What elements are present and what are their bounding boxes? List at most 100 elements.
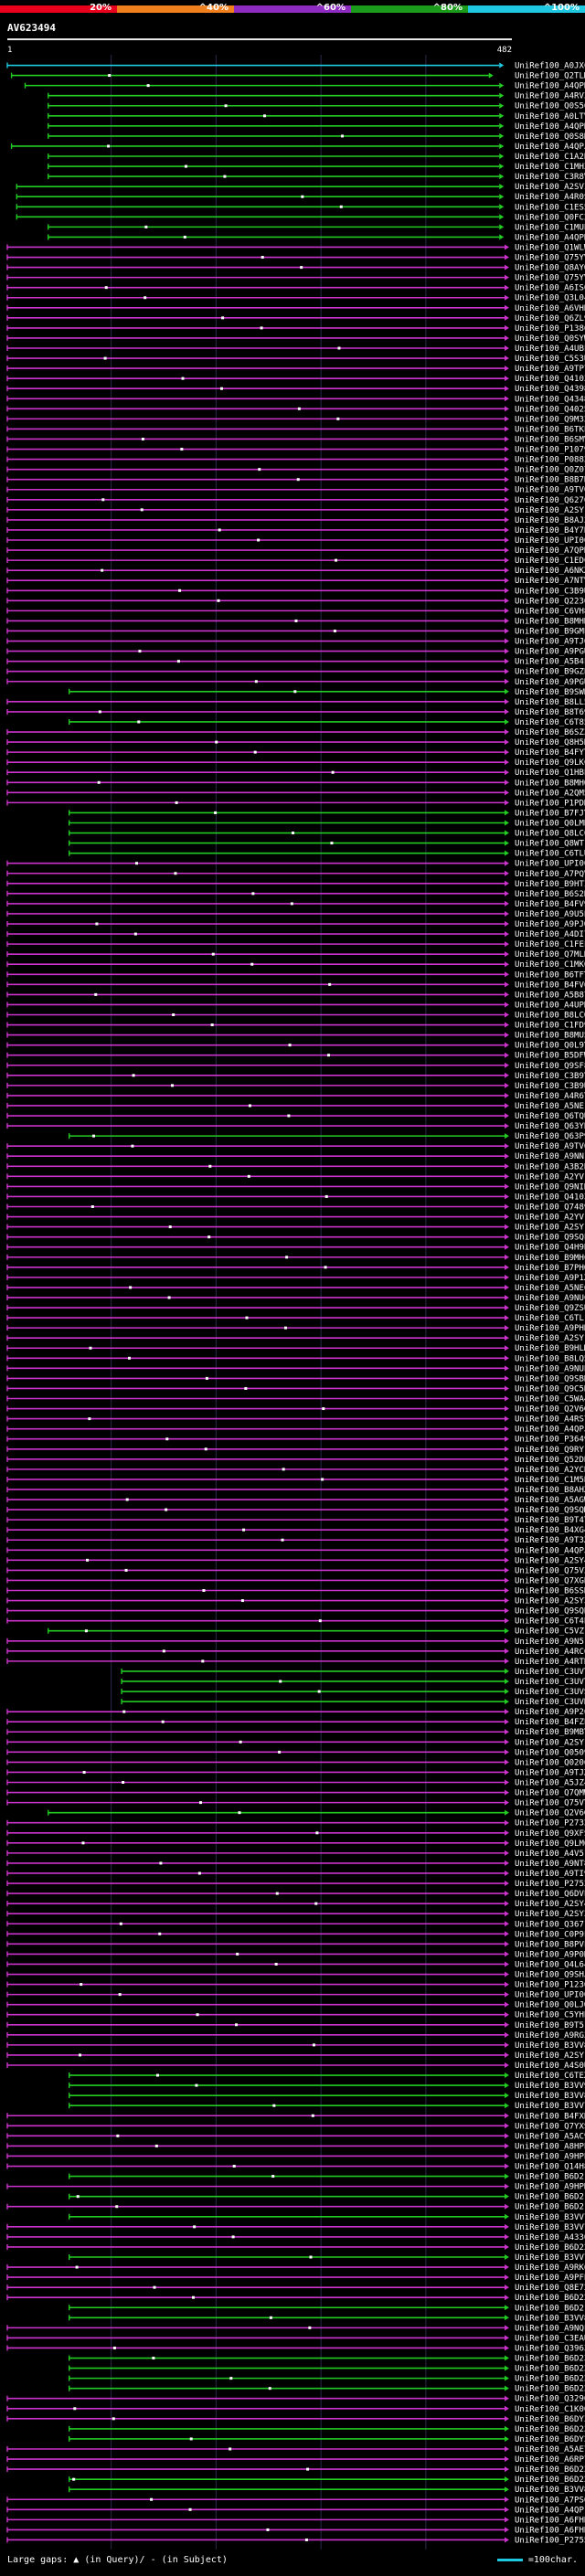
gap-marker	[339, 205, 343, 208]
gap-marker	[263, 114, 267, 118]
gap-marker	[178, 588, 182, 592]
hit-label: UniRef100_P27552	[515, 2536, 585, 2545]
hit-label: UniRef100_A5JZ49	[515, 1779, 585, 1788]
gap-marker	[72, 2477, 76, 2481]
hit-label: UniRef100_A4S0U5	[515, 2062, 585, 2071]
gap-marker	[205, 1376, 208, 1380]
hit-end-arrow	[504, 890, 509, 896]
hit-end-arrow	[504, 2486, 509, 2493]
hit-end-arrow	[504, 1012, 509, 1018]
hit-label: UniRef100_A4QPJ9	[515, 1546, 585, 1555]
hit-end-arrow	[504, 860, 509, 866]
hit-end-arrow	[504, 1234, 509, 1240]
hit-label: UniRef100_B6DY28	[515, 2435, 585, 2444]
hit-label: UniRef100_A7QPN1	[515, 546, 585, 556]
hit-label: UniRef100_A4QPK9	[515, 82, 585, 91]
hit-end-arrow	[504, 366, 509, 372]
hit-label: UniRef100_A5B4F0	[515, 658, 585, 667]
hit-label: UniRef100_Q0LJQ3	[515, 2001, 585, 2010]
hit-label: UniRef100_B8PVF9	[515, 1940, 585, 1949]
subject-gap-label: (in Subject)	[161, 2555, 228, 2565]
hit-label: UniRef100_B8MHH8	[515, 617, 585, 626]
hit-end-arrow	[504, 1305, 509, 1311]
gap-marker	[196, 2013, 199, 2017]
gap-marker	[269, 2316, 272, 2319]
gap-marker	[144, 225, 148, 228]
hit-label: UniRef100_A6FHB6	[515, 2516, 585, 2525]
query-ruler-bar	[7, 38, 512, 40]
hit-end-arrow	[504, 436, 509, 442]
hit-end-arrow	[504, 2295, 509, 2301]
gap-marker	[250, 962, 254, 966]
hit-label: UniRef100_Q4H9B1	[515, 1244, 585, 1253]
hit-end-arrow	[499, 194, 505, 200]
hit-label: UniRef100_A9TV02	[515, 1142, 585, 1151]
hit-end-arrow	[504, 1486, 509, 1492]
gap-marker	[287, 1114, 291, 1118]
hit-end-arrow	[504, 1193, 509, 1200]
hit-label: UniRef100_A5AGW8	[515, 1496, 585, 1505]
gap-marker	[115, 2205, 119, 2209]
hit-label: UniRef100_A4UBF4	[515, 345, 585, 354]
hit-label: UniRef100_P10798	[515, 446, 585, 455]
scale-legend-line-icon	[496, 2558, 523, 2561]
hit-end-arrow	[504, 910, 509, 917]
gap-marker	[258, 468, 261, 472]
hit-label: UniRef100_B4FZL4	[515, 1718, 585, 1727]
hit-label: UniRef100_A43302	[515, 2233, 585, 2242]
hit-label: UniRef100_B5DFW4	[515, 1052, 585, 1061]
query-gap-label: (in Query)/	[84, 2555, 145, 2565]
hit-end-arrow	[504, 1789, 509, 1796]
hit-label: UniRef100_B3VV72	[515, 2253, 585, 2263]
gap-marker	[107, 144, 111, 148]
gap-marker	[304, 2538, 308, 2541]
hit-label: UniRef100_B8LQ59	[515, 1354, 585, 1363]
hit-end-arrow	[504, 244, 509, 250]
hit-end-arrow	[504, 810, 509, 816]
hit-label: UniRef100_C3UVT1	[515, 1678, 585, 1687]
hit-end-arrow	[504, 2021, 509, 2028]
hit-label: UniRef100_A9T3X6	[515, 1536, 585, 1545]
gap-marker	[176, 660, 180, 663]
gap-marker	[328, 982, 332, 986]
hit-label: UniRef100_Q2V6G6	[515, 1809, 585, 1818]
hit-end-arrow	[504, 1638, 509, 1644]
hit-label: UniRef100_Q9LM02	[515, 1839, 585, 1849]
hit-label: UniRef100_A4DI78	[515, 930, 585, 939]
gap-marker	[94, 992, 98, 996]
gap-marker	[129, 1286, 133, 1289]
hit-label: UniRef100_P36494	[515, 1436, 585, 1445]
gap-marker	[202, 1589, 206, 1593]
gap-marker	[327, 1054, 331, 1057]
scale-label: 20%	[90, 3, 112, 13]
hit-end-arrow	[504, 1809, 509, 1816]
hit-end-arrow	[504, 1547, 509, 1553]
hit-label: UniRef100_C1MHZ2	[515, 163, 585, 172]
gap-marker	[124, 1568, 128, 1572]
hit-label: UniRef100_A9NUE0	[515, 1364, 585, 1373]
hit-label: UniRef100_B6SSN3	[515, 1587, 585, 1596]
hit-label: UniRef100_B4FXB0	[515, 2112, 585, 2121]
hit-end-arrow	[504, 376, 509, 382]
gap-marker	[281, 1538, 284, 1542]
hit-end-arrow	[504, 2011, 509, 2018]
hit-end-arrow	[504, 1729, 509, 1735]
hit-end-arrow	[504, 1446, 509, 1452]
gap-marker	[133, 932, 137, 936]
gap-marker	[314, 1902, 318, 1905]
hit-label: UniRef100_Q0FC26	[515, 213, 585, 222]
gap-marker	[141, 437, 144, 440]
gap-marker	[333, 629, 336, 632]
gap-marker	[242, 1528, 246, 1532]
hit-end-arrow	[504, 2203, 509, 2210]
hit-end-arrow	[504, 638, 509, 644]
hit-label: UniRef100_Q0L9Y7	[515, 1042, 585, 1051]
hit-label: UniRef100_A5AC97	[515, 2132, 585, 2141]
hit-label: UniRef100_B6D235	[515, 2465, 585, 2475]
hit-end-arrow	[499, 82, 505, 89]
hit-end-arrow	[504, 1911, 509, 1917]
hit-end-arrow	[504, 2001, 509, 2008]
hit-label: UniRef100_A4QPJ7	[515, 143, 585, 152]
hit-label: UniRef100_Q40252	[515, 405, 585, 414]
hit-label: UniRef100_Q9SF85	[515, 1062, 585, 1071]
